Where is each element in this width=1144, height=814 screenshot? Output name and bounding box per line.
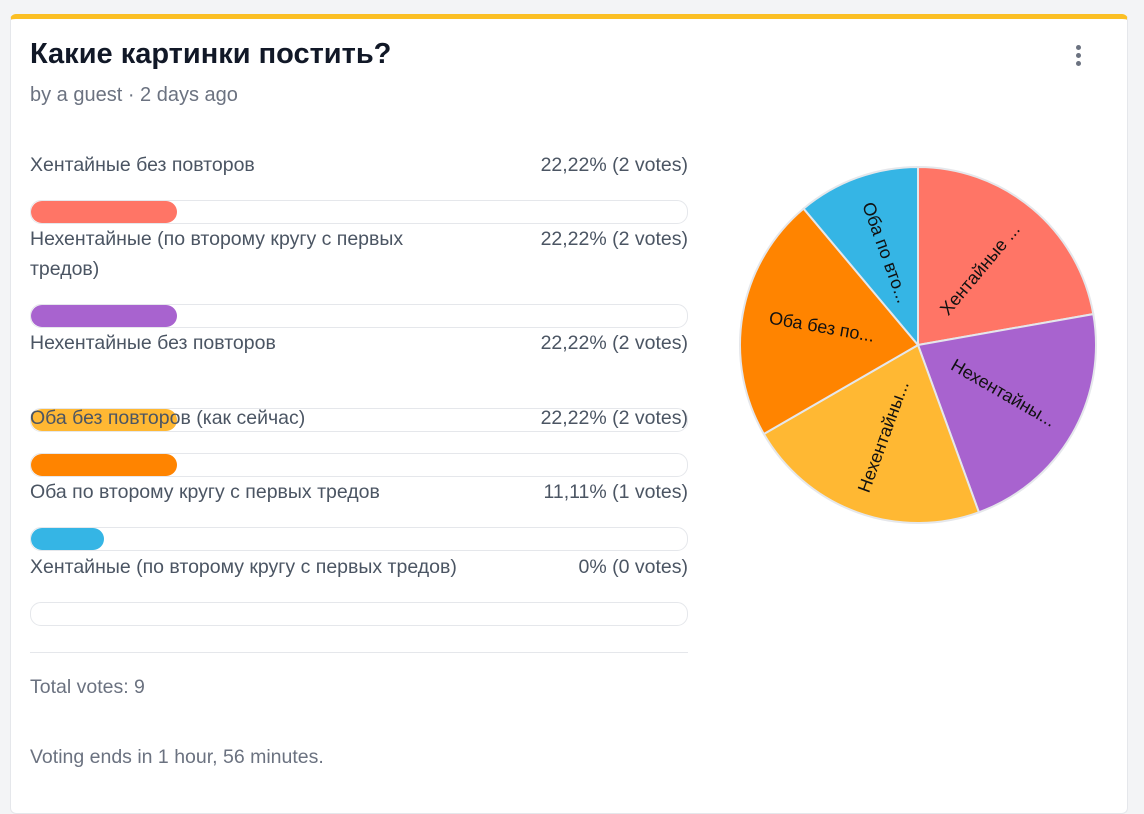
option-bar-track <box>30 602 688 626</box>
pie-slice <box>916 312 1097 514</box>
poll-meta: by a guest · 2 days ago <box>30 84 238 106</box>
option-label: Нехентайные без повторов <box>30 332 276 354</box>
option-label: Нехентайные (по второму кругу с первых т… <box>30 228 404 280</box>
more-vertical-icon[interactable] <box>1066 40 1090 70</box>
option-percent: 0% (0 votes) <box>578 556 688 578</box>
option-label: Оба без повторов (как сейчас) <box>30 407 306 429</box>
option-bar-track <box>30 453 688 477</box>
poll-title: Какие картинки постить? <box>30 38 392 70</box>
pie-slice <box>917 165 1095 347</box>
option-label: Хентайные (по второму кругу с первых тре… <box>30 556 457 578</box>
option-bar-fill <box>31 409 177 431</box>
option-bar-fill <box>31 528 104 550</box>
pie-slice <box>802 165 919 348</box>
voting-ends: Voting ends in 1 hour, 56 minutes. <box>30 746 324 768</box>
pie-slice <box>739 207 920 436</box>
option-percent: 22,22% (2 votes) <box>540 228 688 250</box>
option-percent: 11,11% (1 votes) <box>543 481 688 503</box>
option-bar-track <box>30 304 688 328</box>
option-percent: 22,22% (2 votes) <box>540 332 688 354</box>
option-bar-track <box>30 527 688 551</box>
option-bar-track <box>30 200 688 224</box>
option-bar-fill <box>31 201 177 223</box>
results-pie-chart: Хентайные ...Нехентайны...Нехентайны...О… <box>739 165 1097 524</box>
option-bar-fill <box>31 305 177 327</box>
option-percent: 22,22% (2 votes) <box>540 407 688 429</box>
option-bar-fill <box>31 454 177 476</box>
option-percent: 22,22% (2 votes) <box>540 154 688 176</box>
option-label: Оба по второму кругу с первых тредов <box>30 481 380 503</box>
option-label: Хентайные без повторов <box>30 154 255 176</box>
divider <box>30 652 688 653</box>
pie-slice <box>762 343 981 524</box>
total-votes: Total votes: 9 <box>30 676 145 698</box>
option-bar-track <box>30 408 688 432</box>
